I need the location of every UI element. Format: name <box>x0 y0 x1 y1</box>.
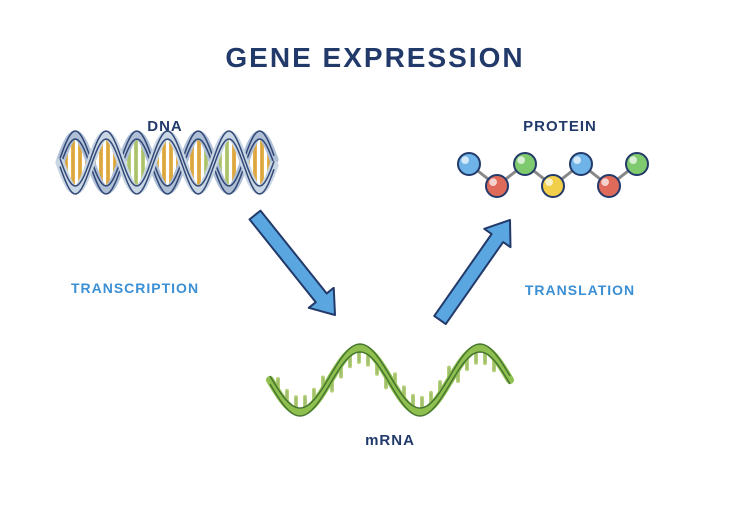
mrna-strand-icon <box>270 340 510 420</box>
label-transcription: TRANSCRIPTION <box>71 280 199 296</box>
label-mrna: mRNA <box>365 432 415 449</box>
dna-helix-icon <box>60 130 275 195</box>
diagram-stage: GENE EXPRESSION DNA PROTEIN mRNA TRANSCR… <box>0 0 750 515</box>
protein-chain-icon <box>455 150 651 200</box>
translation-arrow-icon <box>420 200 530 340</box>
label-protein: PROTEIN <box>523 118 597 135</box>
transcription-arrow-icon <box>235 195 355 335</box>
diagram-title: GENE EXPRESSION <box>0 42 750 74</box>
label-translation: TRANSLATION <box>525 282 635 298</box>
